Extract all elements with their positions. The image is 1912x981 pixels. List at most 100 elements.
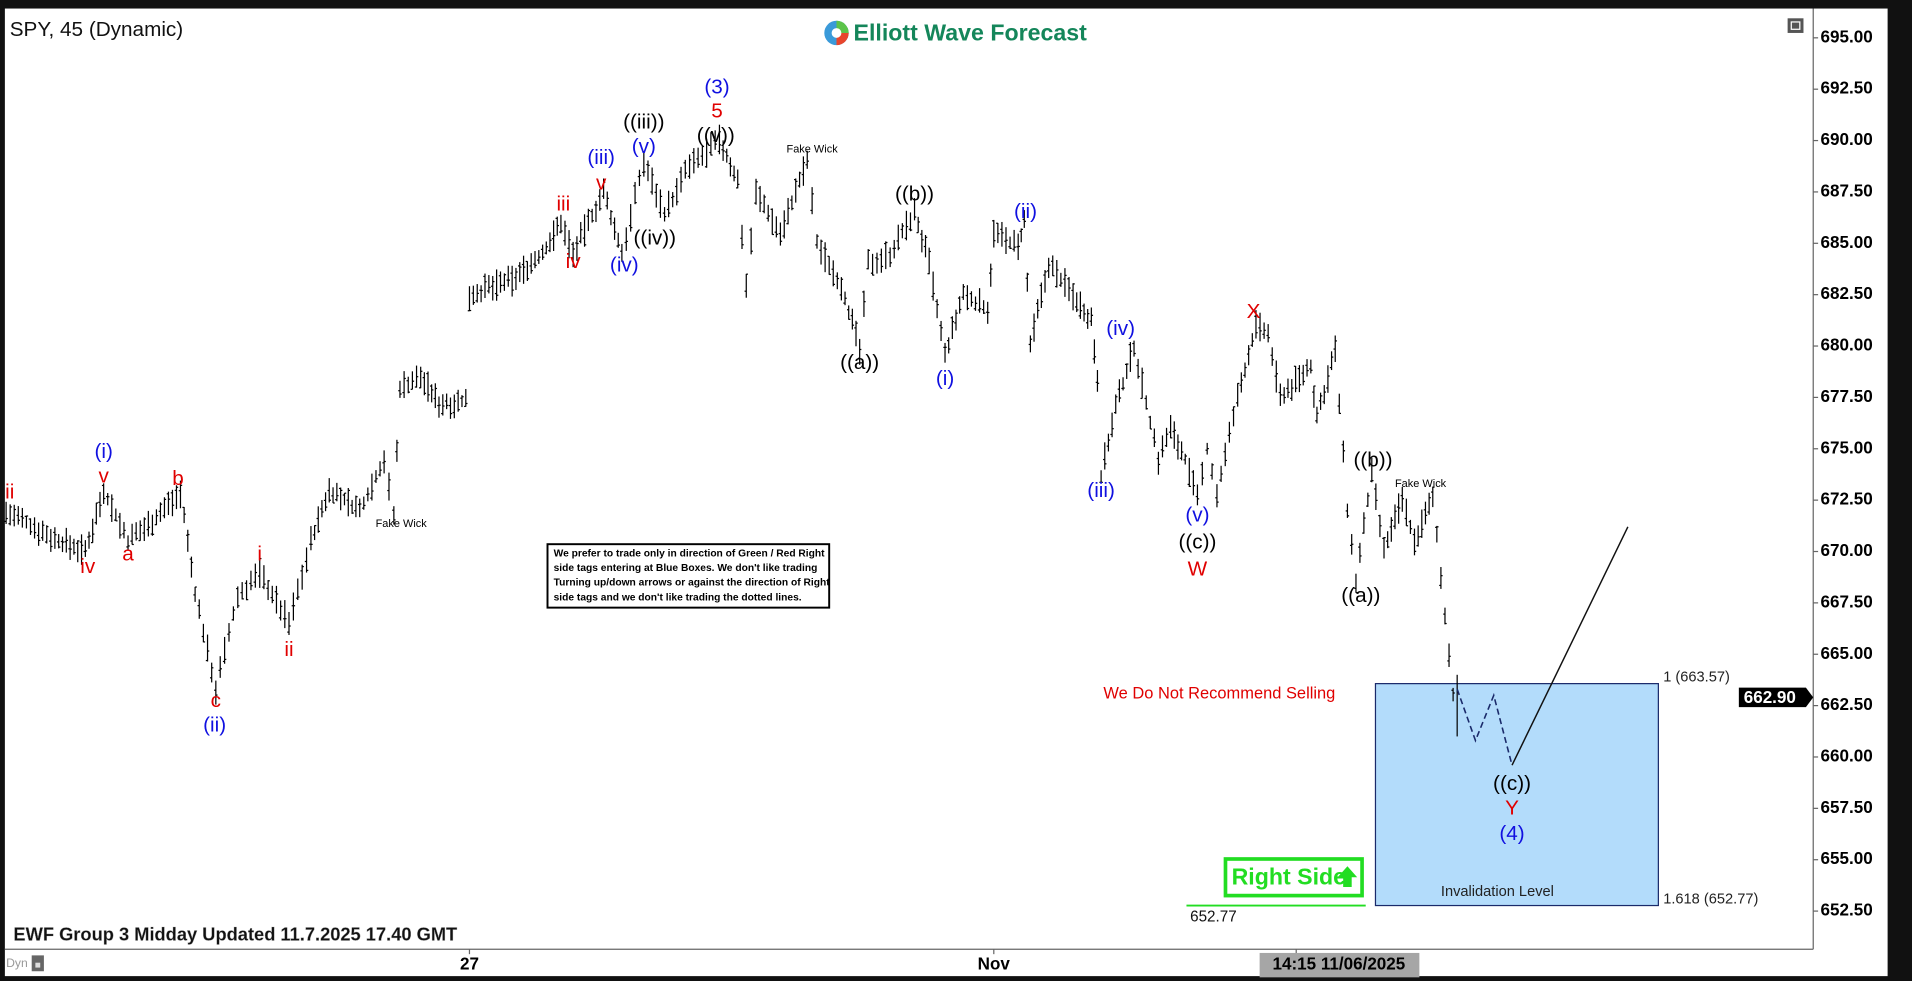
price-bar (646, 160, 650, 182)
price-bar (559, 214, 563, 234)
price-bar (642, 151, 646, 177)
wave-label: (iii) (587, 146, 615, 169)
price-bar (965, 285, 970, 311)
price-bar (1067, 276, 1071, 302)
wave-label: (v) (632, 135, 656, 158)
price-bar (774, 216, 779, 238)
fake-wick-label: Fake Wick (376, 518, 428, 530)
price-bar (72, 538, 76, 555)
price-bar (1282, 387, 1286, 404)
price-bar (766, 204, 770, 222)
price-bar (709, 132, 713, 156)
price-bar (950, 316, 955, 340)
price-bar (258, 556, 262, 588)
price-bar (201, 623, 206, 643)
price-bar (908, 212, 913, 232)
price-bar (896, 224, 900, 251)
price-bar (491, 275, 495, 301)
wave-label: (ii) (1014, 200, 1037, 223)
price-bar (218, 656, 222, 678)
price-bar (544, 241, 548, 255)
price-bar (358, 498, 362, 518)
price-bar (1195, 484, 1200, 506)
price-bar (1051, 255, 1055, 277)
price-bar (189, 556, 194, 578)
price-bar (1085, 308, 1090, 329)
price-bar (514, 267, 518, 291)
price-bar (857, 338, 862, 365)
price-bar (1210, 463, 1214, 480)
price-bar (170, 489, 175, 517)
price-bar (879, 248, 884, 273)
price-bar (304, 547, 309, 573)
price-axis[interactable]: 695.00 692.50 690.00 687.50 685.00 682.50 680.… (1813, 27, 1873, 920)
price-bar (410, 371, 415, 390)
price-bar (1404, 498, 1409, 527)
wave-label: ((a)) (840, 351, 879, 374)
y-tick-label: 672.50 (1821, 490, 1873, 509)
wave-label: b (172, 467, 184, 490)
price-bar (870, 253, 875, 276)
last-price-text: 662.90 (1744, 688, 1796, 707)
lock-icon[interactable] (31, 955, 44, 972)
price-bar (1179, 441, 1184, 461)
price-bar (1326, 365, 1330, 393)
price-bar (1055, 259, 1059, 288)
maximize-icon[interactable] (1787, 18, 1804, 33)
price-bar (1329, 351, 1334, 371)
price-bar (1148, 415, 1152, 430)
price-bar (45, 525, 49, 544)
price-bar (205, 634, 210, 662)
price-bar (1333, 335, 1337, 363)
wave-label: (i) (94, 440, 112, 463)
price-bar (786, 197, 790, 225)
y-tick-label: 690.00 (1821, 130, 1873, 149)
price-bar (1032, 313, 1036, 342)
crosshair-time-box (1259, 952, 1420, 978)
price-bar (1183, 453, 1187, 465)
price-bar (1132, 340, 1136, 357)
price-bar (122, 521, 126, 539)
wave-label: v (98, 465, 109, 488)
price-bar (90, 518, 95, 544)
price-bar (916, 216, 920, 234)
price-bar (620, 243, 624, 263)
price-bar (992, 219, 996, 248)
price-bar (770, 208, 774, 236)
wave-label: Y (1505, 796, 1519, 819)
price-bar (134, 522, 138, 541)
price-bar (382, 450, 386, 474)
price-bar (835, 272, 840, 290)
y-tick-label: 660.00 (1821, 746, 1873, 765)
price-bar (1250, 333, 1255, 347)
price-bar (283, 600, 287, 629)
note-line: side tags and we don't like trading the … (554, 592, 802, 603)
symbol-title: SPY, 45 (Dynamic) (10, 18, 183, 41)
price-bar (186, 529, 190, 552)
price-bar (483, 273, 487, 299)
price-bar (370, 473, 374, 501)
price-bars (4, 124, 1458, 737)
price-bar (981, 300, 986, 314)
price-bar (904, 210, 909, 241)
price-bar (174, 485, 179, 510)
price-bar (1239, 372, 1244, 393)
price-bar (1082, 303, 1086, 322)
price-bar (939, 320, 943, 342)
price-bar (670, 192, 675, 208)
price-bar (1156, 451, 1161, 475)
price-bar (475, 284, 479, 303)
x-tick-label: Nov (978, 955, 1011, 974)
price-bar (118, 512, 122, 539)
trading-note-box: We prefer to trade only in direction of … (546, 543, 830, 609)
price-bar (24, 515, 29, 529)
price-bar (274, 585, 279, 614)
price-bar (510, 265, 514, 297)
price-bar (316, 506, 320, 533)
price-bar (518, 262, 522, 283)
price-bar (1095, 369, 1100, 392)
price-bar (551, 220, 556, 251)
price-bar (68, 535, 72, 560)
price-bar (1043, 269, 1047, 293)
